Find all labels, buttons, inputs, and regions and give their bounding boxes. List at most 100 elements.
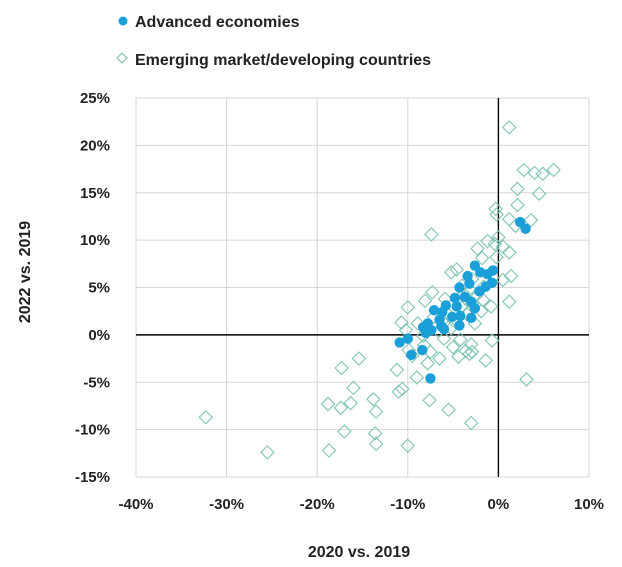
emerging-market-point xyxy=(501,211,517,227)
emerging-market-point xyxy=(462,346,477,362)
emerging-market-point xyxy=(260,445,275,460)
y-tick-label: -15% xyxy=(75,469,110,486)
emerging-market-point xyxy=(501,294,517,309)
emerging-market-point xyxy=(436,331,452,346)
emerging-market-point xyxy=(501,120,517,135)
x-tick-label: 0% xyxy=(488,496,510,513)
legend-label-emerging-market: Emerging market/developing countries xyxy=(135,52,431,69)
emerging-market-point xyxy=(519,372,534,387)
emerging-market-point xyxy=(367,426,383,441)
emerging-market-point xyxy=(368,404,384,419)
axes xyxy=(136,98,589,477)
x-axis-title: 2020 vs. 2019 xyxy=(308,544,410,561)
emerging-market-point xyxy=(495,272,511,288)
y-tick-label: 10% xyxy=(80,232,110,249)
emerging-market-point xyxy=(489,207,504,222)
emerging-market-point xyxy=(474,250,490,266)
emerging-market-point xyxy=(444,265,459,280)
emerging-market-point xyxy=(503,268,519,284)
gridlines xyxy=(135,97,590,478)
advanced-economy-point xyxy=(466,312,477,324)
advanced-economy-point xyxy=(394,337,405,348)
emerging-market-point xyxy=(320,396,336,412)
emerging-market-point xyxy=(337,424,352,439)
emerging-market-point xyxy=(523,212,539,228)
y-tick-label: 15% xyxy=(80,185,110,202)
x-tick-label: -20% xyxy=(300,496,335,513)
data-points xyxy=(198,120,561,460)
advanced-economy-point xyxy=(454,282,465,293)
emerging-market-point xyxy=(424,227,439,242)
x-tick-label: -30% xyxy=(209,496,244,513)
emerging-market-point xyxy=(334,360,349,376)
advanced-economy-point xyxy=(454,320,465,331)
emerging-market-point xyxy=(470,241,485,256)
emerging-market-point xyxy=(368,436,384,452)
legend-label-advanced-economies: Advanced economies xyxy=(135,14,300,31)
emerging-market-point xyxy=(475,292,491,308)
emerging-market-point xyxy=(484,333,500,348)
advanced-economy-point xyxy=(402,333,413,344)
emerging-market-point xyxy=(417,293,433,309)
emerging-market-point xyxy=(321,443,337,458)
advanced-economy-point xyxy=(449,292,461,304)
emerging-market-point xyxy=(409,370,425,385)
emerging-market-point xyxy=(546,162,561,178)
legend-marker-emerging-market xyxy=(116,52,128,64)
emerging-market-point xyxy=(424,284,440,300)
y-tick-label: 20% xyxy=(80,137,110,154)
emerging-market-point xyxy=(464,344,480,360)
advanced-economy-point xyxy=(469,303,481,314)
emerging-market-point xyxy=(366,392,381,407)
emerging-market-point xyxy=(351,351,367,366)
emerging-market-point xyxy=(501,245,517,260)
emerging-market-point xyxy=(398,322,414,338)
x-tick-label: -40% xyxy=(118,496,153,513)
y-tick-label: -5% xyxy=(83,374,110,391)
advanced-economy-point xyxy=(474,286,485,297)
emerging-market-point xyxy=(478,353,493,368)
advanced-economy-point xyxy=(417,344,428,356)
advanced-economy-point xyxy=(420,327,432,339)
emerging-market-point xyxy=(432,351,447,366)
advanced-economy-point xyxy=(475,267,486,278)
emerging-market-point xyxy=(495,239,511,255)
emerging-market-point xyxy=(489,249,504,265)
emerging-market-point xyxy=(491,229,506,245)
emerging-market-point xyxy=(449,262,465,277)
emerging-market-point xyxy=(394,315,409,330)
emerging-market-point xyxy=(400,438,416,454)
y-tick-label: 5% xyxy=(88,280,110,297)
emerging-market-point xyxy=(343,395,359,411)
emerging-market-point xyxy=(346,380,361,396)
emerging-market-point xyxy=(198,410,214,425)
y-axis-title: 2022 vs. 2019 xyxy=(17,221,34,323)
x-tick-label: -10% xyxy=(390,496,425,513)
emerging-market-point xyxy=(527,165,542,181)
y-tick-label: -10% xyxy=(75,422,110,439)
advanced-economy-point xyxy=(451,301,462,312)
x-tick-label: 10% xyxy=(574,496,604,513)
emerging-market-point xyxy=(453,332,468,347)
emerging-market-point xyxy=(516,162,532,178)
emerging-market-point xyxy=(422,392,437,408)
emerging-market-point xyxy=(451,349,466,364)
emerging-market-point xyxy=(480,233,495,249)
emerging-market-point xyxy=(487,236,503,252)
emerging-market-point xyxy=(510,197,525,213)
emerging-market-point xyxy=(400,300,416,315)
emerging-market-point xyxy=(531,186,547,201)
advanced-economy-point xyxy=(438,323,450,335)
emerging-market-point xyxy=(510,181,525,197)
advanced-economy-point xyxy=(425,373,436,384)
legend: Advanced economies Emerging market/devel… xyxy=(116,14,431,69)
emerging-market-point xyxy=(391,384,407,400)
emerging-market-point xyxy=(333,400,349,416)
emerging-market-point xyxy=(441,402,456,418)
legend-marker-advanced-economies xyxy=(118,16,128,26)
tick-labels: -40% -30% -20% -10% 0% 10% -15% -10% -5% 0% 5% 10% 1… xyxy=(75,90,604,513)
emerging-market-point xyxy=(445,339,461,355)
y-tick-label: 25% xyxy=(80,90,110,107)
emerging-market-point xyxy=(463,415,479,431)
